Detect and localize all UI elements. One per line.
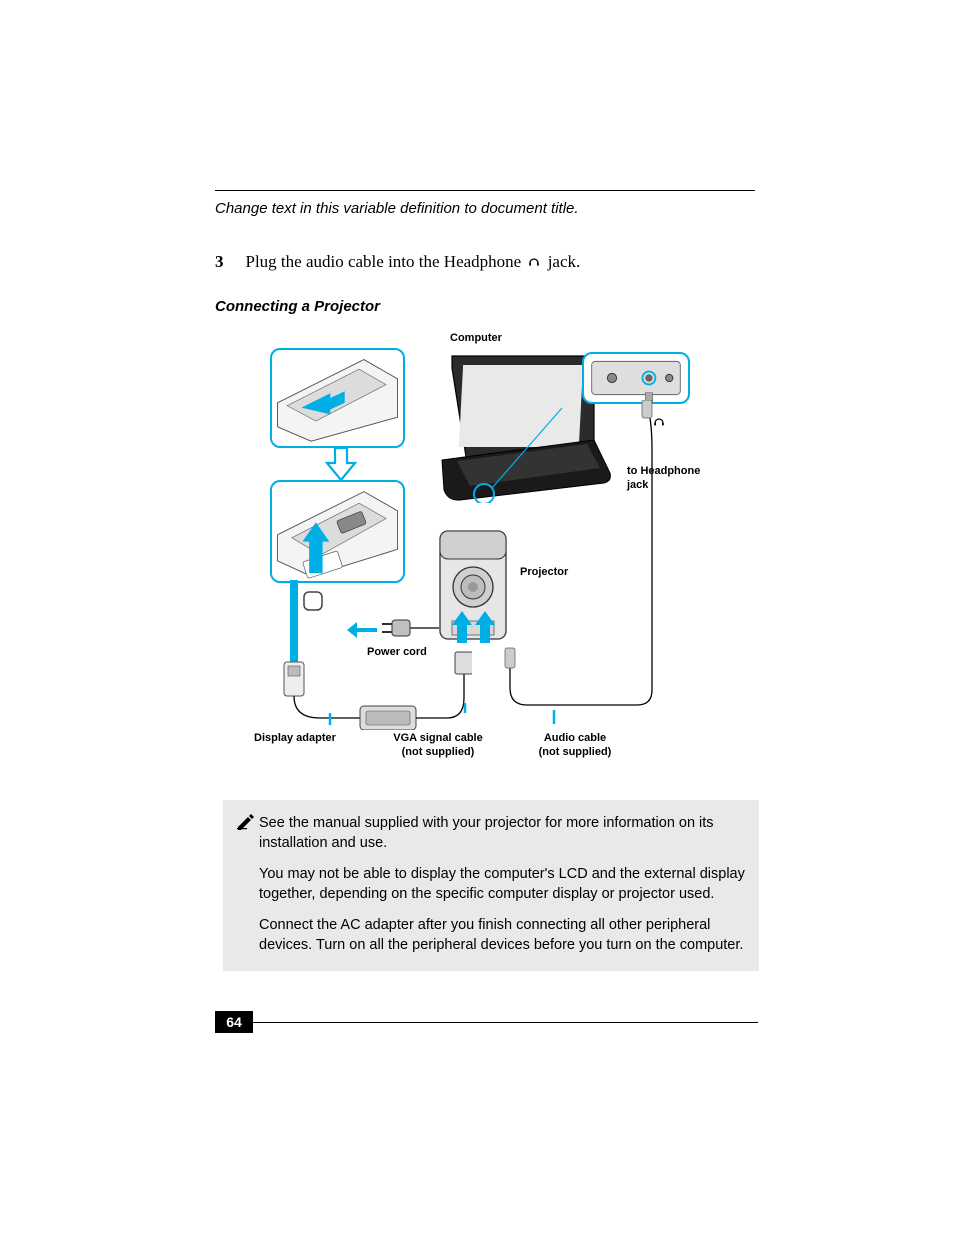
step-number: 3 [215,252,224,272]
note-paragraph-1: See the manual supplied with your projec… [259,814,745,853]
headphone-icon [527,254,541,274]
note-box: See the manual supplied with your projec… [223,800,759,971]
page-number: 64 [215,1011,253,1033]
step-text-after: jack. [548,252,581,271]
panel-port-open [270,480,405,583]
header-variable-text: Change text in this variable definition … [215,200,579,217]
audio-cable-tick [548,710,560,724]
note-paragraph-3: Connect the AC adapter after you finish … [259,916,745,955]
label-vga-cable: VGA signal cable (not supplied) [378,732,498,760]
connection-diagram: Computer [252,330,732,765]
label-display-adapter: Display adapter [254,732,336,746]
footer-rule [253,1022,758,1023]
step-3: 3 Plug the audio cable into the Headphon… [215,252,580,274]
label-computer: Computer [450,332,502,346]
step-text: Plug the audio cable into the Headphone … [246,252,581,274]
audio-cable-line [502,400,692,730]
pencil-note-icon [237,814,259,853]
note-paragraph-2: You may not be able to display the compu… [259,865,745,904]
panel-port-closed [270,348,405,448]
label-audio-cable: Audio cable (not supplied) [520,732,630,760]
header-rule [215,190,755,191]
section-title: Connecting a Projector [215,298,380,315]
display-adapter-cable [272,580,472,730]
step-text-before: Plug the audio cable into the Headphone [246,252,526,271]
panel-headphone-jack [582,352,690,404]
down-arrow-icon [324,446,358,482]
label-projector: Projector [520,566,568,580]
